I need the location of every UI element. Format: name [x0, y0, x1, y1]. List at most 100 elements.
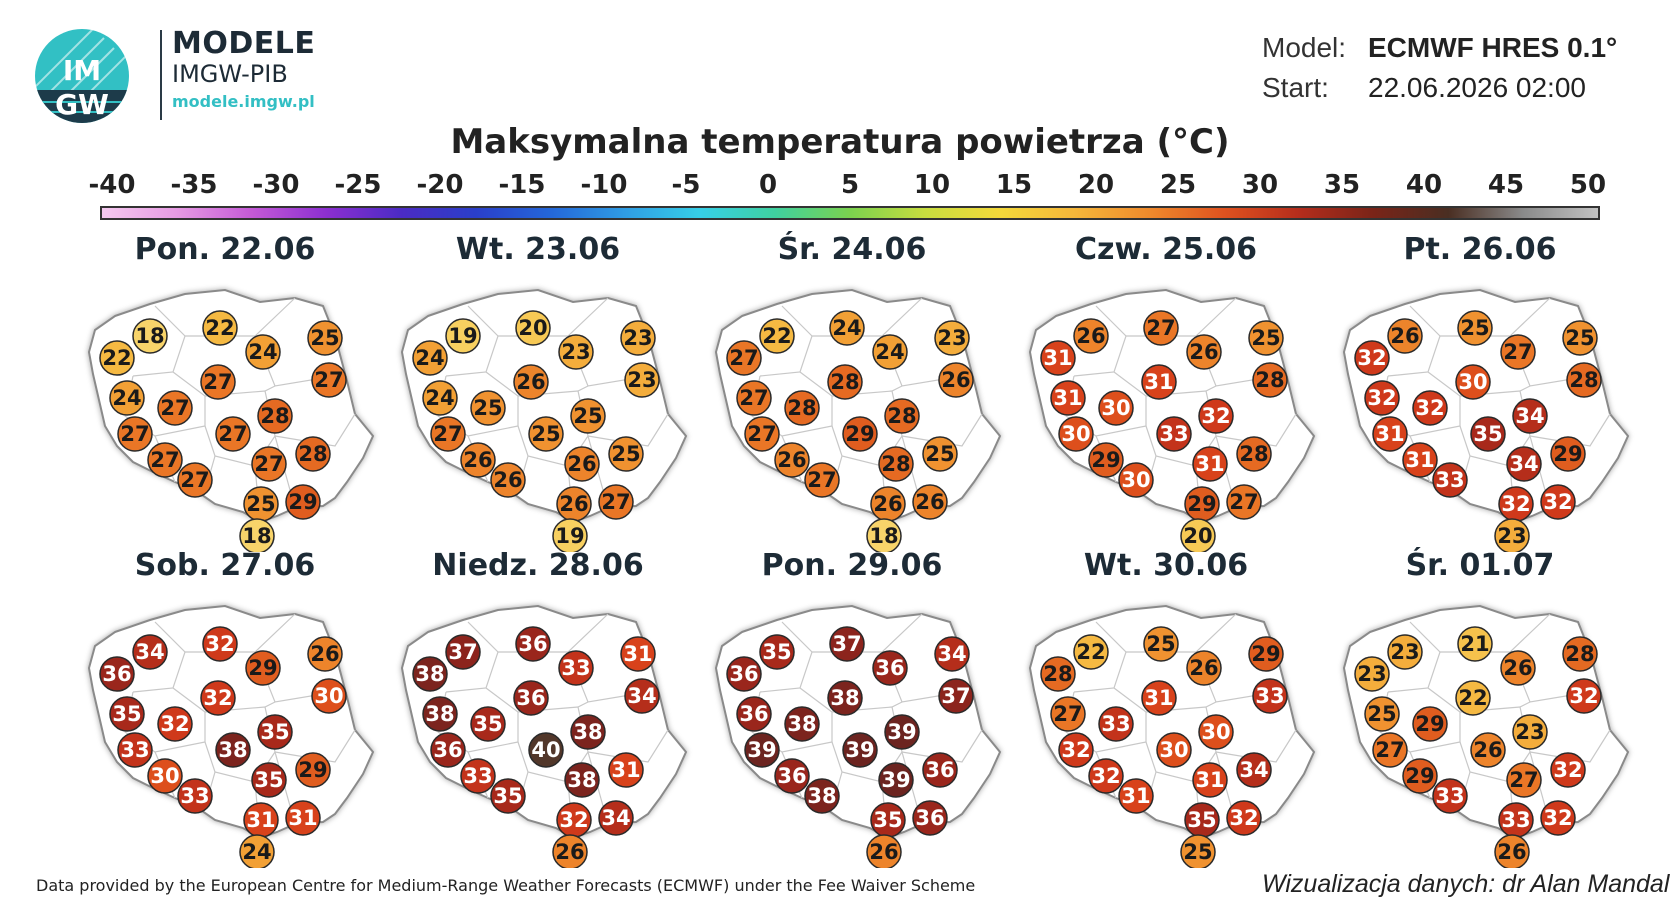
temperature-badge: 27 — [1143, 310, 1179, 346]
temperature-badge: 37 — [938, 678, 974, 714]
temperature-badge: 29 — [1402, 758, 1438, 794]
temperature-value: 30 — [1101, 396, 1130, 420]
scale-tick-label: -30 — [252, 170, 300, 200]
temperature-value: 27 — [1375, 738, 1404, 762]
region-border — [901, 729, 983, 763]
temperature-value: 27 — [1053, 702, 1082, 726]
temperature-value: 31 — [1144, 370, 1173, 394]
region-border — [172, 687, 276, 713]
temperature-value: 23 — [1497, 524, 1526, 548]
temperature-value: 36 — [518, 632, 547, 656]
visualization-credit: Wizualizacja danych: dr Alan Mandal — [1262, 870, 1670, 898]
temperature-badge: 23 — [620, 320, 656, 356]
temperature-value: 24 — [875, 340, 904, 364]
temperature-value: 32 — [1229, 806, 1258, 830]
temperature-badge: 32 — [1198, 398, 1234, 434]
temperature-value: 27 — [218, 422, 247, 446]
temperature-badge: 26 — [307, 636, 343, 672]
scale-tick-label: -20 — [416, 170, 464, 200]
temperature-badge: 29 — [1088, 442, 1124, 478]
temperature-badge: 20 — [1180, 518, 1216, 552]
temperature-badge: 31 — [620, 636, 656, 672]
temperature-badge: 36 — [912, 800, 948, 836]
temperature-value: 33 — [1159, 422, 1188, 446]
temperature-badge: 33 — [1098, 706, 1134, 742]
temperature-value: 34 — [135, 640, 164, 664]
temperature-value: 36 — [875, 656, 904, 680]
temperature-value: 32 — [203, 686, 232, 710]
temperature-badge: 28 — [884, 398, 920, 434]
temperature-badge: 38 — [564, 762, 600, 798]
temperature-value: 33 — [561, 656, 590, 680]
temperature-value: 20 — [518, 316, 547, 340]
temperature-badge: 26 — [1186, 334, 1222, 370]
temperature-badge: 36 — [513, 680, 549, 716]
temperature-badge: 21 — [1457, 626, 1493, 662]
temperature-value: 26 — [567, 452, 596, 476]
temperature-value: 35 — [762, 640, 791, 664]
region-border — [1387, 621, 1441, 693]
temperature-value: 26 — [555, 840, 584, 864]
temperature-badge: 32 — [1550, 752, 1586, 788]
panel-date: Śr. 24.06 — [777, 232, 927, 267]
forecast-panel: Sob. 27.06 34 32 36 26 29 30 35 32 32 35 38 33 30 29 35… — [55, 548, 395, 868]
brand-subtitle: IMGW-PIB — [172, 60, 288, 88]
temperature-value: 25 — [1460, 316, 1489, 340]
temperature-value: 28 — [1569, 368, 1598, 392]
model-label: Model: — [1262, 32, 1347, 63]
temperature-badge: 25 — [243, 486, 279, 522]
temperature-badge: 26 — [774, 442, 810, 478]
temperature-value: 26 — [1189, 340, 1218, 364]
forecast-panel: Wt. 30.06 22 25 28 29 26 33 27 31 33 30 30 32 32 34 31 3… — [996, 548, 1336, 868]
temperature-value: 25 — [925, 442, 954, 466]
temperature-value: 30 — [1159, 738, 1188, 762]
temperature-value: 25 — [1565, 326, 1594, 350]
temperature-value: 29 — [298, 758, 327, 782]
temperature-value: 38 — [425, 702, 454, 726]
temperature-value: 26 — [559, 492, 588, 516]
region-border — [172, 371, 276, 397]
brand-url-link[interactable]: modele.imgw.pl — [172, 92, 315, 111]
temperature-badge: 25 — [1457, 310, 1493, 346]
temperature-value: 26 — [873, 492, 902, 516]
temperature-badge: 25 — [307, 320, 343, 356]
temperature-value: 28 — [1043, 662, 1072, 686]
temperature-badge: 25 — [1180, 834, 1216, 868]
temperature-badge: 26 — [513, 364, 549, 400]
temperature-value: 32 — [1569, 684, 1598, 708]
temperature-value: 28 — [298, 442, 327, 466]
temperature-value: 33 — [1501, 808, 1530, 832]
temperature-value: 35 — [260, 720, 289, 744]
brand-title: MODELE — [172, 26, 316, 61]
temperature-value: 30 — [314, 684, 343, 708]
temperature-value: 25 — [1251, 326, 1280, 350]
temperature-badge: 35 — [109, 696, 145, 732]
temperature-value: 32 — [1091, 764, 1120, 788]
temperature-badge: 26 — [1494, 834, 1530, 868]
temperature-badge: 29 — [1412, 706, 1448, 742]
temperature-badge: 25 — [470, 390, 506, 426]
temperature-badge: 30 — [1455, 364, 1491, 400]
temperature-badge: 24 — [412, 340, 448, 376]
temperature-value: 38 — [807, 784, 836, 808]
temperature-badge: 34 — [132, 634, 168, 670]
temperature-value: 34 — [1509, 452, 1538, 476]
temperature-value: 27 — [180, 468, 209, 492]
panel-date: Wt. 30.06 — [1083, 548, 1249, 583]
temperature-badge: 38 — [804, 778, 840, 814]
temperature-value: 34 — [937, 642, 966, 666]
temperature-badge: 31 — [1141, 680, 1177, 716]
region-border — [1215, 413, 1297, 447]
scale-tick-label: 10 — [913, 170, 951, 200]
temperature-value: 31 — [1405, 448, 1434, 472]
temperature-badge: 36 — [922, 752, 958, 788]
temperature-badge: 34 — [934, 636, 970, 672]
temperature-badge: 39 — [884, 714, 920, 750]
forecast-panel: Niedz. 28.06 37 36 38 31 33 34 38 36 35 38 40 36 33 31… — [368, 548, 708, 868]
temperature-value: 26 — [777, 448, 806, 472]
temperature-value: 34 — [601, 806, 630, 830]
imgw-logo-icon: IM GW — [35, 29, 129, 123]
temperature-value: 32 — [1367, 386, 1396, 410]
